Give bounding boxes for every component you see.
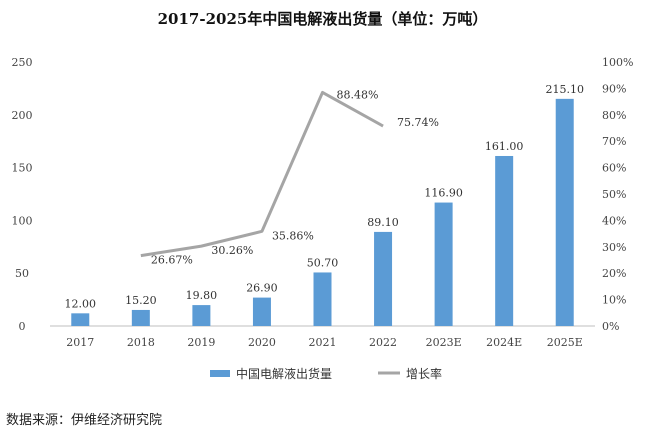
left-tick-label: 200: [12, 109, 33, 122]
chart-title: 2017-2025年中国电解液出货量（单位：万吨）: [157, 10, 488, 28]
bar: [555, 98, 574, 326]
x-tick-label: 2019: [187, 336, 215, 349]
left-tick-label: 0: [19, 320, 26, 333]
right-tick-label: 60%: [602, 162, 626, 175]
legend-line-label: 增长率: [406, 366, 442, 381]
x-tick-label: 2021: [309, 336, 337, 349]
growth-value-labels: 26.67% 30.26% 35.86% 88.48% 75.74%: [151, 88, 439, 266]
bar: [131, 309, 150, 326]
bar-value-label: 26.90: [246, 282, 278, 295]
right-tick-label: 80%: [602, 109, 626, 122]
right-tick-label: 70%: [602, 135, 626, 148]
right-tick-label: 0%: [602, 320, 619, 333]
right-tick-label: 100%: [602, 56, 633, 69]
right-axis-ticks: 0% 10% 20% 30% 40% 50% 60% 70% 80% 90% 100%: [602, 56, 633, 333]
x-tick-label: 2018: [127, 336, 155, 349]
bar-value-label: 50.70: [307, 256, 339, 269]
bar: [374, 231, 393, 326]
growth-value-label: 88.48%: [337, 88, 379, 101]
left-tick-label: 150: [12, 162, 33, 175]
x-axis-ticks: 2017 2018 2019 2020 2021 2022 2023E 2024E 2025E: [66, 336, 582, 349]
bar-value-label: 161.00: [485, 140, 524, 153]
bar-value-label: 19.80: [186, 289, 218, 302]
left-axis-ticks: 0 50 100 150 200 250: [12, 56, 33, 333]
right-tick-label: 50%: [602, 188, 626, 201]
bar-series: [71, 98, 574, 326]
bar: [252, 297, 271, 326]
left-tick-label: 50: [15, 267, 29, 280]
right-tick-label: 20%: [602, 267, 626, 280]
bar: [434, 202, 453, 326]
bar-value-label: 12.00: [65, 297, 97, 310]
right-tick-label: 10%: [602, 294, 626, 307]
right-tick-label: 30%: [602, 241, 626, 254]
x-tick-label: 2022: [369, 336, 397, 349]
x-tick-label: 2017: [66, 336, 94, 349]
growth-value-label: 26.67%: [151, 254, 193, 267]
growth-line: [140, 90, 384, 258]
left-tick-label: 100: [12, 214, 33, 227]
growth-value-label: 75.74%: [397, 116, 439, 129]
x-tick-label: 2024E: [486, 336, 522, 349]
bar-value-label: 116.90: [424, 187, 463, 200]
growth-line-series: [140, 90, 384, 258]
bar-value-label: 89.10: [367, 216, 399, 229]
bar: [495, 155, 514, 326]
bar: [192, 305, 211, 326]
bar-value-label: 215.10: [545, 83, 584, 96]
growth-value-label: 30.26%: [211, 244, 253, 257]
legend: 中国电解液出货量 增长率: [210, 366, 442, 381]
x-tick-label: 2023E: [426, 336, 462, 349]
right-tick-label: 40%: [602, 214, 626, 227]
bar: [71, 313, 90, 326]
right-tick-label: 90%: [602, 82, 626, 95]
bar-value-label: 15.20: [125, 294, 157, 307]
x-tick-label: 2020: [248, 336, 276, 349]
bar-value-labels: 12.00 15.20 19.80 26.90 50.70 89.10 116.90 161.…: [65, 83, 584, 310]
left-tick-label: 250: [12, 56, 33, 69]
x-tick-label: 2025E: [547, 336, 583, 349]
growth-value-label: 35.86%: [272, 229, 314, 242]
source-note: 数据来源：伊维经济研究院: [6, 413, 163, 428]
bar: [313, 272, 332, 326]
legend-bar-swatch: [210, 370, 230, 377]
legend-bar-label: 中国电解液出货量: [236, 366, 332, 381]
